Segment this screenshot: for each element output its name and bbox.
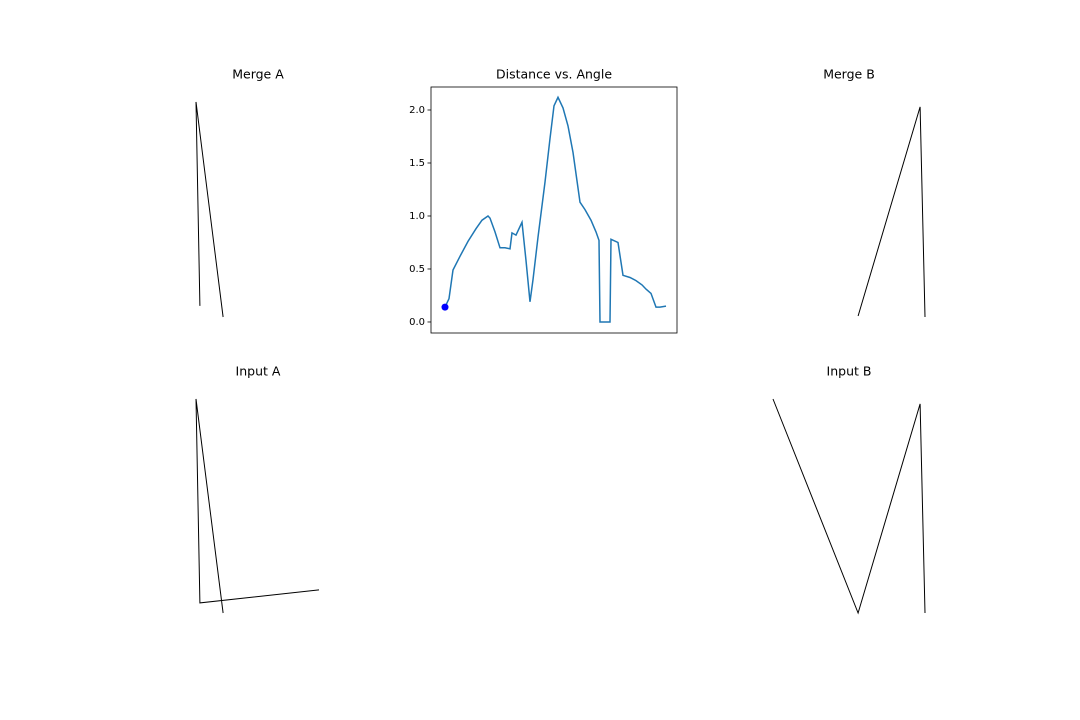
y-tick-label: 2.0: [409, 105, 425, 116]
y-tick-label: 0.5: [409, 264, 425, 275]
chart-title: Merge A: [232, 67, 284, 82]
y-tick-label: 1.5: [409, 158, 425, 169]
chart-title: Distance vs. Angle: [496, 67, 612, 82]
shape-line: [195, 398, 320, 614]
axes-frame: [430, 86, 678, 334]
y-tick-label: 0.0: [409, 317, 425, 328]
data-line: [444, 95, 667, 323]
current-point: [441, 303, 449, 311]
shape-line: [195, 101, 224, 318]
y-tick-label: 1.0: [409, 211, 425, 222]
chart-title: Input A: [236, 364, 281, 379]
shape-line: [772, 398, 926, 615]
chart-title: Input B: [827, 364, 872, 379]
chart-title: Merge B: [823, 67, 875, 82]
shape-line: [857, 106, 926, 318]
